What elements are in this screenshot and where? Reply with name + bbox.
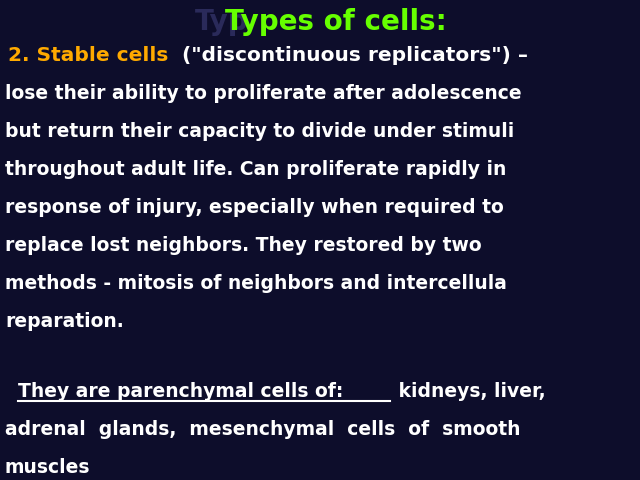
Text: ("discontinuous replicators") –: ("discontinuous replicators") – [175,46,528,65]
Text: 2. Stable cells: 2. Stable cells [8,46,168,65]
Text: Types of cells:: Types of cells: [225,8,447,36]
Text: replace lost neighbors. They restored by two: replace lost neighbors. They restored by… [5,236,482,255]
Text: Typ: Typ [195,8,248,36]
Text: lose their ability to proliferate after adolescence: lose their ability to proliferate after … [5,84,522,103]
Text: but return their capacity to divide under stimuli: but return their capacity to divide unde… [5,122,515,141]
Text: methods - mitosis of neighbors and intercellula: methods - mitosis of neighbors and inter… [5,274,507,293]
Text: They are parenchymal cells of:: They are parenchymal cells of: [18,382,344,401]
Text: response of injury, especially when required to: response of injury, especially when requ… [5,198,504,217]
Text: reparation.: reparation. [5,312,124,331]
Text: kidneys, liver,: kidneys, liver, [392,382,546,401]
Text: muscles: muscles [5,458,90,477]
Text: throughout adult life. Can proliferate rapidly in: throughout adult life. Can proliferate r… [5,160,506,179]
Text: adrenal  glands,  mesenchymal  cells  of  smooth: adrenal glands, mesenchymal cells of smo… [5,420,520,439]
